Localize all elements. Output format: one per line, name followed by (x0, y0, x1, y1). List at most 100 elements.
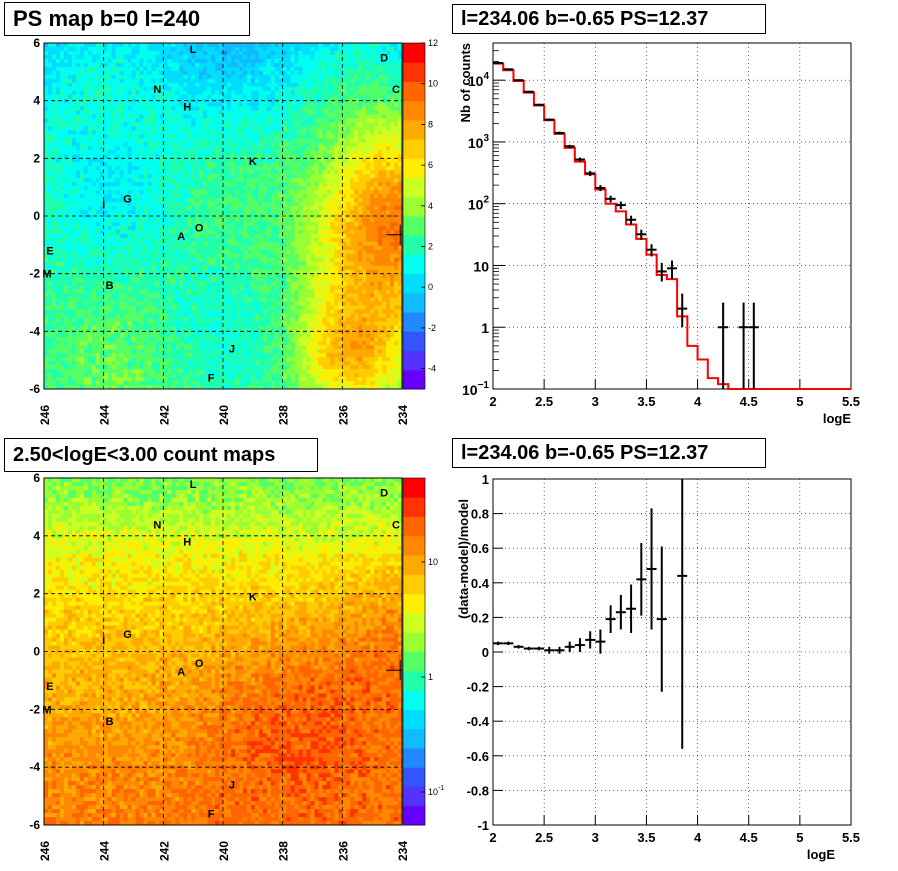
source-label-D: D (380, 487, 388, 499)
residual-point (585, 631, 596, 649)
spectrum-x-tick-label: 4.5 (740, 394, 758, 409)
residual-y-tick-label: -0.6 (467, 749, 489, 764)
source-label-O: O (195, 658, 204, 670)
map-y-tick-label: 0 (33, 209, 40, 223)
source-label-I: I (102, 199, 105, 211)
map-y-tick-label: -4 (29, 324, 40, 338)
residual-point (656, 546, 667, 692)
colorbar2-tick-label: 10-1 (428, 785, 444, 797)
source-label-J: J (229, 344, 235, 356)
colorbar1-tick-label: 6 (428, 160, 433, 170)
source-label-M: M (42, 269, 51, 281)
data-point (585, 170, 596, 177)
source-label-B: B (106, 280, 114, 292)
residual-title: l=234.06 b=-0.65 PS=12.37 (452, 438, 766, 468)
map-x-tick-label: 246 (38, 841, 52, 861)
source-label-K: K (249, 592, 257, 604)
data-point (677, 293, 688, 328)
source-label-O: O (195, 223, 204, 235)
colorbar1-tick-label: -4 (428, 364, 436, 374)
residual-point (615, 594, 626, 630)
residual-point (636, 543, 647, 616)
source-label-D: D (380, 52, 388, 64)
map-y-tick-label: 4 (33, 94, 40, 108)
residual-x-tick-label: 4 (694, 830, 702, 845)
source-label-K: K (249, 156, 257, 168)
source-label-L: L (190, 479, 197, 491)
map-x-tick-label: 240 (217, 405, 231, 425)
residual-x-tick-label: 2.5 (535, 830, 553, 845)
residual-ylabel: (data-model)/model (456, 499, 471, 619)
map-y-tick-label: 4 (33, 529, 40, 543)
residual-point (595, 629, 606, 654)
source-label-F: F (208, 372, 215, 384)
map-y-tick-label: -6 (29, 818, 40, 832)
residual-y-tick-label: 0.8 (471, 507, 489, 522)
map-y-tick-label: 6 (33, 36, 40, 50)
residual-point (646, 508, 657, 630)
spectrum-x-tick-label: 2.5 (535, 394, 553, 409)
data-point (554, 131, 565, 135)
data-point (667, 260, 677, 280)
residual-y-tick-label: -0.8 (467, 783, 489, 798)
colorbar-2 (402, 477, 426, 826)
map-y-tick-label: 6 (33, 471, 40, 485)
map2-title: 2.50<logE<3.00 count maps (4, 438, 318, 472)
source-label-N: N (153, 519, 161, 531)
spectrum-y-tick-label: 104 (468, 71, 490, 89)
residual-point (554, 646, 565, 654)
source-label-A: A (177, 231, 185, 243)
spectrum-title: l=234.06 b=-0.65 PS=12.37 (452, 4, 766, 34)
source-label-M: M (42, 704, 51, 716)
map-x-tick-label: 242 (157, 841, 171, 861)
map-x-tick-label: 240 (217, 841, 231, 861)
colorbar2-tick-label: 1 (428, 672, 433, 682)
map-y-tick-label: 2 (33, 151, 40, 165)
data-point (646, 244, 657, 257)
source-label-C: C (392, 519, 400, 531)
map-y-tick-label: 0 (33, 645, 40, 659)
source-label-A: A (177, 667, 185, 679)
colorbar1-tick-label: 0 (428, 282, 433, 292)
heatmap-cells-2 (44, 478, 403, 826)
colorbar1-tick-label: 10 (428, 79, 438, 89)
data-point (738, 302, 749, 389)
source-label-E: E (46, 246, 53, 258)
residual-point (564, 641, 575, 652)
data-point (503, 68, 514, 71)
map-x-tick-label: 244 (98, 841, 112, 861)
spectrum-y-tick-label: 10−1 (462, 380, 489, 398)
colorbar1-tick-label: 12 (428, 38, 438, 48)
source-label-H: H (183, 101, 191, 113)
residual-x-tick-label: 3 (592, 830, 599, 845)
residual-x-tick-label: 4.5 (740, 830, 758, 845)
residual-point (626, 584, 637, 633)
data-point (523, 90, 534, 93)
source-label-E: E (46, 681, 53, 693)
residual-point (534, 646, 545, 651)
residual-y-tick-label: 0.6 (471, 541, 489, 556)
data-point (513, 79, 524, 82)
spectrum-y-tick-label: 10 (473, 258, 489, 274)
map-x-tick-label: 236 (336, 405, 350, 425)
source-label-L: L (190, 44, 197, 56)
residual-xlabel: logE (807, 847, 835, 862)
residual-point (677, 479, 688, 749)
residual-point (544, 646, 555, 654)
map-y-tick-label: -2 (29, 702, 40, 716)
spectrum-xlabel: logE (823, 411, 851, 426)
source-label-G: G (123, 629, 132, 641)
residual-point (605, 605, 616, 633)
map-x-tick-label: 234 (396, 405, 410, 425)
model-histogram (493, 62, 851, 390)
residual-x-tick-label: 5.5 (842, 830, 860, 845)
map-y-tick-label: -6 (29, 382, 40, 396)
data-point (574, 157, 585, 162)
spectrum-frame (492, 42, 852, 390)
spectrum-y-tick-label: 103 (468, 133, 490, 151)
map-y-tick-label: 2 (33, 587, 40, 601)
spectrum-y-tick-label: 1 (481, 320, 489, 336)
map-x-tick-label: 246 (38, 405, 52, 425)
map-y-tick-label: -2 (29, 267, 40, 281)
